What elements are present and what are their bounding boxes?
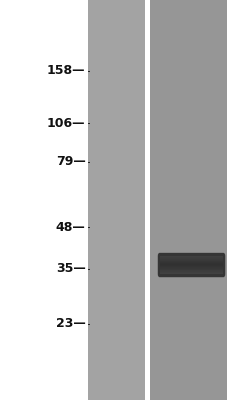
- Text: 23—: 23—: [56, 317, 85, 330]
- Bar: [87, 0, 144, 400]
- Text: 48—: 48—: [56, 221, 85, 234]
- Bar: [159, 257, 222, 258]
- Text: 35—: 35—: [56, 262, 85, 275]
- Bar: [159, 272, 222, 273]
- Text: 79—: 79—: [56, 155, 85, 168]
- Bar: [159, 263, 222, 264]
- Text: 158—: 158—: [47, 64, 85, 77]
- Bar: [159, 256, 222, 257]
- Text: 106—: 106—: [47, 117, 85, 130]
- Bar: [159, 260, 222, 262]
- Bar: [144, 0, 149, 400]
- Bar: [159, 266, 222, 267]
- Bar: [159, 270, 222, 271]
- Bar: [159, 273, 222, 274]
- Bar: [159, 268, 222, 269]
- Bar: [149, 0, 227, 400]
- Bar: [159, 265, 222, 266]
- Bar: [159, 258, 222, 259]
- FancyBboxPatch shape: [157, 253, 224, 277]
- Bar: [159, 271, 222, 272]
- Bar: [159, 269, 222, 270]
- Bar: [159, 262, 222, 263]
- Bar: [159, 259, 222, 260]
- Bar: [159, 267, 222, 268]
- Bar: [159, 264, 222, 265]
